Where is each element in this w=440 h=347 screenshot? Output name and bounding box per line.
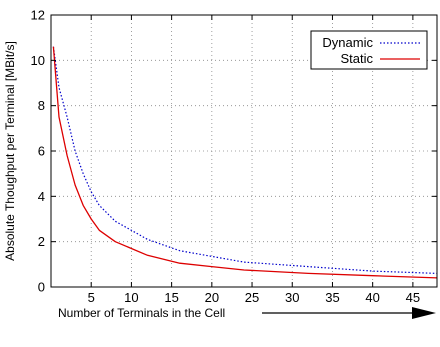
y-tick-label-2: 2 xyxy=(38,234,45,249)
series-line-static xyxy=(52,46,438,279)
y-tick-label-10: 10 xyxy=(31,53,45,68)
legend: Dynamic Static xyxy=(310,30,428,70)
legend-label-static: Static xyxy=(340,51,373,66)
x-axis-arrow xyxy=(262,307,436,319)
x-arrow-head xyxy=(412,307,436,319)
series-line-dynamic xyxy=(52,46,438,274)
legend-label-dynamic: Dynamic xyxy=(322,35,373,50)
y-tick-label-4: 4 xyxy=(38,189,45,204)
y-tick-label-6: 6 xyxy=(38,144,45,159)
y-tick-label-8: 8 xyxy=(38,98,45,113)
x-tick-label-45: 45 xyxy=(406,290,420,305)
x-tick-label-5: 5 xyxy=(88,290,95,305)
y-tick-label-12: 12 xyxy=(31,8,45,23)
x-tick-label-30: 30 xyxy=(285,290,299,305)
x-tick-label-10: 10 xyxy=(124,290,138,305)
x-tick-label-40: 40 xyxy=(365,290,379,305)
x-tick-label-35: 35 xyxy=(325,290,339,305)
x-axis-label: Number of Terminals in the Cell xyxy=(58,306,225,320)
axis-ticks: 5 10 15 20 25 30 35 40 45 0 2 4 6 8 10 12 xyxy=(31,8,437,305)
y-tick-label-0: 0 xyxy=(38,280,45,295)
x-tick-label-20: 20 xyxy=(205,290,219,305)
legend-box xyxy=(310,30,428,70)
y-axis-label: Absolute Thoughput per Terminal [MBit/s] xyxy=(3,41,17,261)
plot-lines xyxy=(52,46,438,279)
x-tick-label-15: 15 xyxy=(164,290,178,305)
x-tick-label-25: 25 xyxy=(245,290,259,305)
